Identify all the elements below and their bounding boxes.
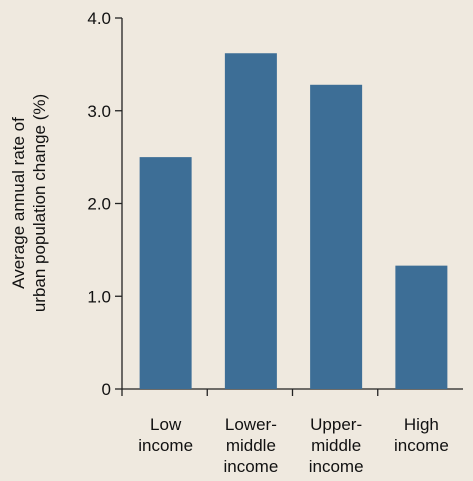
- x-category-label: Low income: [138, 415, 193, 455]
- bar: [310, 84, 363, 389]
- x-category-label-line: income: [223, 457, 278, 476]
- x-category-label: High income: [394, 415, 449, 455]
- bars: [139, 53, 448, 390]
- x-category-label-line: middle: [311, 436, 361, 455]
- y-axis-title: Average annual rate of urban population c…: [9, 94, 49, 312]
- bar: [139, 157, 192, 389]
- y-axis-title-line: Average annual rate of: [9, 117, 28, 289]
- x-category-label-line: Low: [150, 415, 182, 434]
- x-category-label: Upper-middle income: [309, 415, 364, 476]
- x-category-label-line: income: [394, 436, 449, 455]
- y-tick-label: 2.0: [87, 195, 111, 214]
- y-tick-label: 3.0: [87, 102, 111, 121]
- x-category-label-line: High: [404, 415, 439, 434]
- x-category-label-line: Upper-: [310, 415, 362, 434]
- x-category-label-line: Lower-: [225, 415, 277, 434]
- x-category-label-line: income: [138, 436, 193, 455]
- x-category-label-line: middle: [226, 436, 276, 455]
- y-ticks: 0 1.0 2.0 3.0 4.0: [87, 9, 122, 399]
- y-tick-label: 4.0: [87, 9, 111, 28]
- y-axis-title-line: urban population change (%): [30, 94, 49, 312]
- x-category-label-line: income: [309, 457, 364, 476]
- bar: [224, 53, 277, 390]
- x-category-label: Lower-middle income: [223, 415, 278, 476]
- y-tick-label: 0: [102, 380, 111, 399]
- bar: [395, 265, 448, 389]
- y-tick-label: 1.0: [87, 287, 111, 306]
- x-ticks: Low income Lower-middle income Upper-middle i…: [121, 389, 449, 476]
